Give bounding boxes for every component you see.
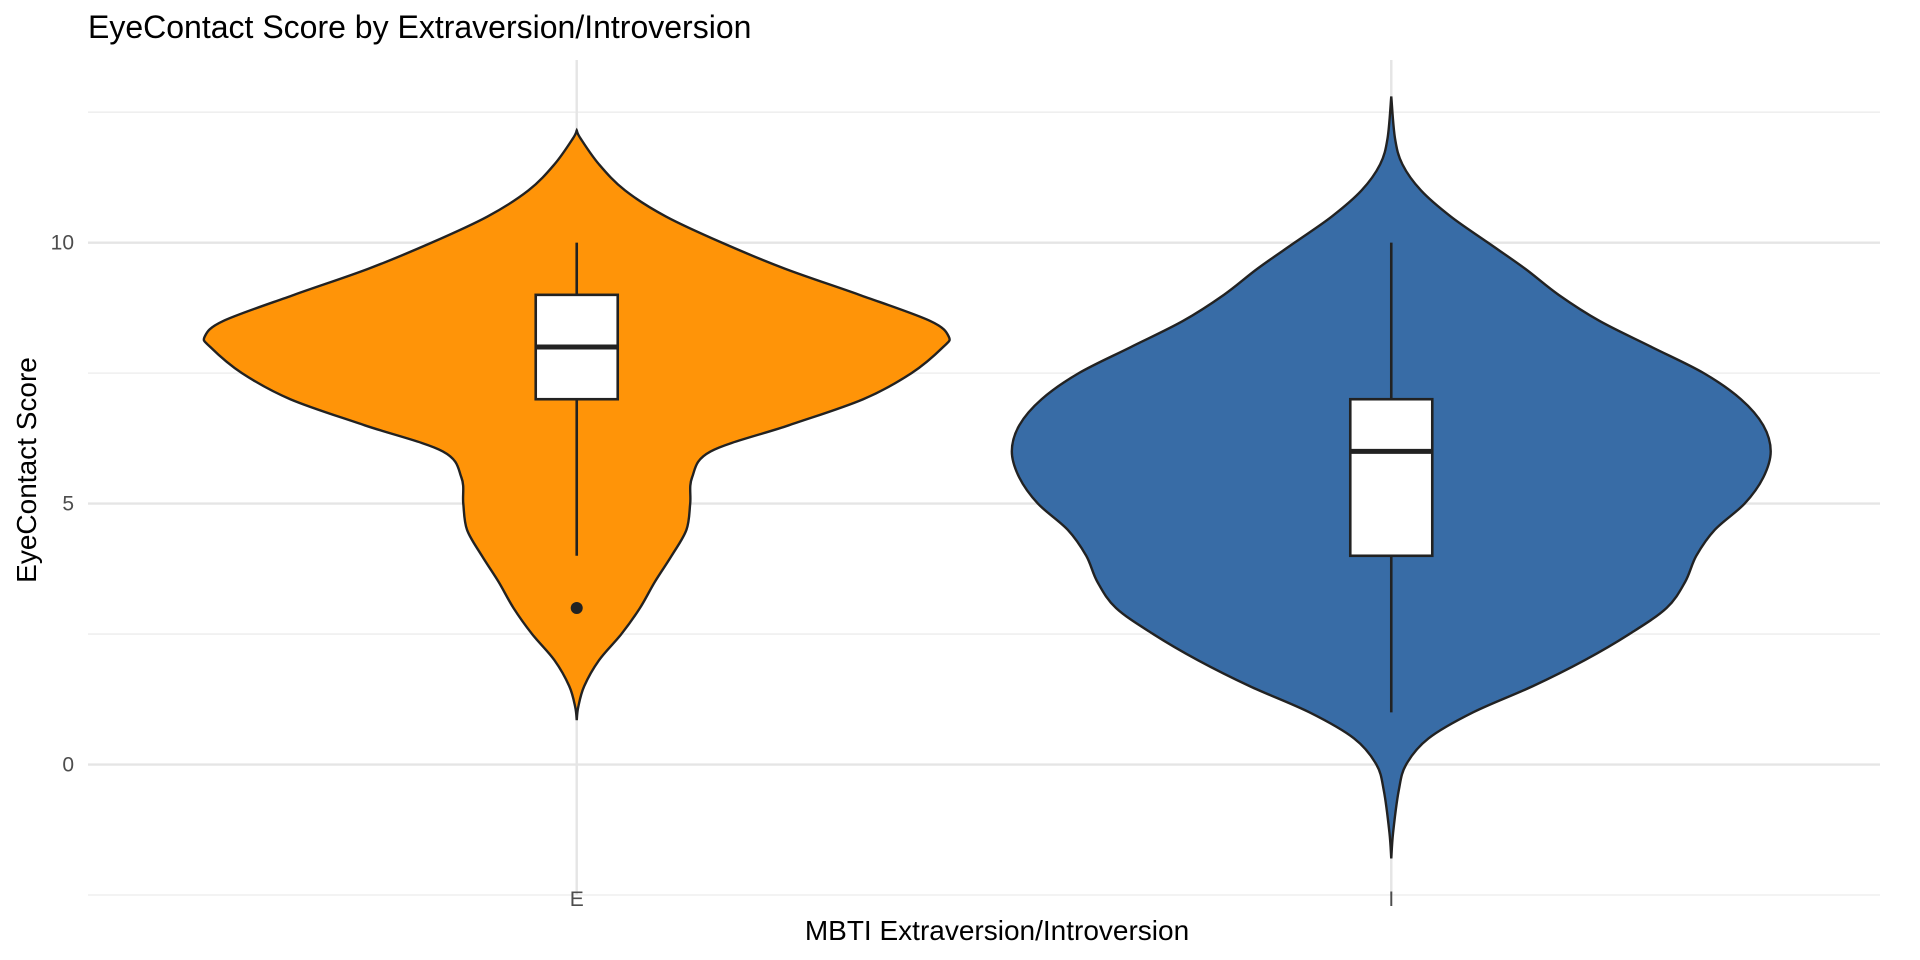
y-tick-label: 0 <box>62 754 74 777</box>
x-axis-title: MBTI Extraversion/Introversion <box>805 915 1189 946</box>
violins <box>202 96 1772 859</box>
y-axis-title: EyeContact Score <box>11 357 42 583</box>
y-tick-label: 5 <box>62 493 74 516</box>
tick-labels: 0 5 10 E I <box>51 232 1395 911</box>
chart-title: EyeContact Score by Extraversion/Introve… <box>88 9 751 45</box>
y-tick-label: 10 <box>51 232 74 255</box>
x-tick-label: I <box>1388 888 1394 911</box>
x-tick-label: E <box>570 888 584 911</box>
box-I <box>1348 397 1434 558</box>
boxplots <box>534 242 1434 713</box>
outlier-point-E <box>570 601 583 614</box>
